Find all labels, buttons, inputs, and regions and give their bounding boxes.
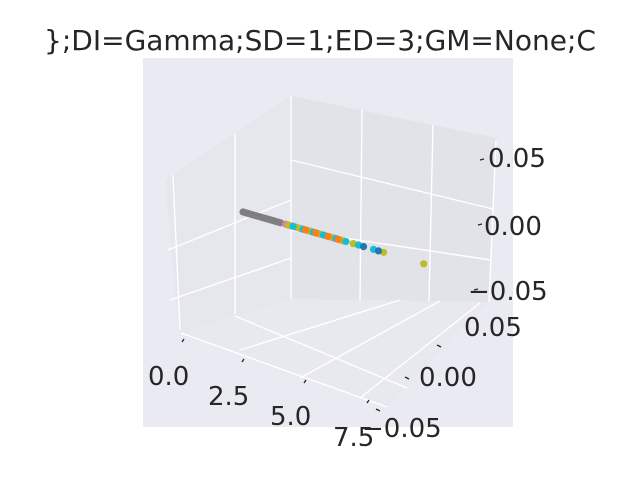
chart-title: };DI=Gamma;SD=1;ED=3;GM=None;C xyxy=(44,24,596,57)
grid-floor-x1 xyxy=(234,315,408,389)
data-points xyxy=(239,208,428,268)
data-point-s4-1 xyxy=(312,229,320,237)
grid-left-v1 xyxy=(172,174,181,331)
x-tick-mark-1 xyxy=(241,358,245,363)
grid-left-h1 xyxy=(167,199,292,251)
y-tick-mark-2 xyxy=(375,408,381,412)
data-point-s3-0 xyxy=(289,222,297,230)
grid-back-v2 xyxy=(428,124,434,302)
tick-marks xyxy=(181,158,485,412)
pane-floor xyxy=(179,299,489,407)
pane-left xyxy=(165,96,291,333)
x-tick-mark-0 xyxy=(181,338,185,343)
data-point-s2-8 xyxy=(420,260,428,268)
z-tick-mark-0 xyxy=(479,158,485,161)
x-tick-label-3: 7.5 xyxy=(333,423,374,453)
data-point-s5-0 xyxy=(359,243,368,251)
z-tick-label-2: −0.05 xyxy=(468,277,548,307)
tick-labels: 0.0 2.5 5.0 7.5 0.05 0.00 −0.05 0.05 0.0… xyxy=(148,144,548,453)
z-tick-mark-1 xyxy=(477,223,483,226)
x-tick-label-0: 0.0 xyxy=(148,362,189,392)
pane-back xyxy=(291,96,497,302)
y-tick-label-0: 0.05 xyxy=(464,313,522,343)
y-tick-label-2: −0.05 xyxy=(362,414,442,444)
y-tick-label-1: 0.00 xyxy=(419,363,477,393)
grid-left-h2 xyxy=(169,257,292,301)
grid-back-h1 xyxy=(290,159,494,210)
data-point-s3-5 xyxy=(342,237,350,246)
x-tick-label-2: 5.0 xyxy=(270,402,311,432)
y-tick-mark-0 xyxy=(436,344,442,348)
grid-floor-x2 xyxy=(180,332,388,408)
grid-floor-y2 xyxy=(299,300,441,379)
data-point-s4-0 xyxy=(302,226,310,234)
grid-floor-y3 xyxy=(359,302,481,399)
z-tick-label-1: 0.00 xyxy=(484,212,542,242)
data-point-s4-3 xyxy=(334,235,342,243)
z-tick-label-0: 0.05 xyxy=(488,144,546,174)
grid-back-v3 xyxy=(488,139,497,303)
y-tick-mark-1 xyxy=(404,376,410,380)
data-point-s5-1 xyxy=(374,247,383,255)
grid-floor-y1 xyxy=(239,299,401,351)
x-tick-mark-3 xyxy=(366,399,370,404)
x-tick-mark-2 xyxy=(303,379,307,384)
grid-back-v1 xyxy=(359,109,363,301)
z-tick-mark-2 xyxy=(473,288,479,291)
data-point-s4-2 xyxy=(324,232,332,241)
x-tick-label-1: 2.5 xyxy=(208,382,249,412)
